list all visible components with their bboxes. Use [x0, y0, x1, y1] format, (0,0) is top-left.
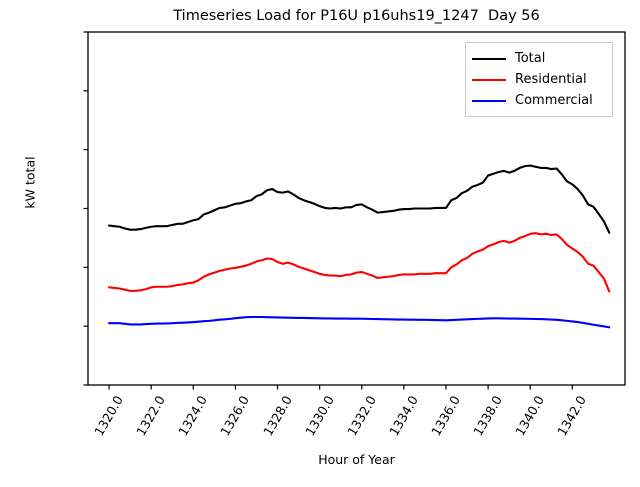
axis-ticks [83, 31, 573, 390]
data-lines [108, 164, 611, 329]
chart-title: Timeseries Load for P16U p16uhs19_1247 D… [173, 8, 540, 24]
legend-item-residential: Residential [472, 69, 606, 90]
chart-legend: Total Residential Commercial [465, 42, 613, 117]
legend-label-residential: Residential [515, 72, 587, 87]
legend-label-commercial: Commercial [515, 93, 593, 108]
legend-swatch-total [472, 57, 506, 60]
x-axis-label: Hour of Year [318, 452, 395, 467]
legend-item-total: Total [472, 48, 606, 69]
legend-swatch-residential [472, 78, 506, 81]
legend-swatch-commercial [472, 99, 506, 102]
legend-label-total: Total [515, 51, 546, 66]
legend-item-commercial: Commercial [472, 90, 606, 111]
